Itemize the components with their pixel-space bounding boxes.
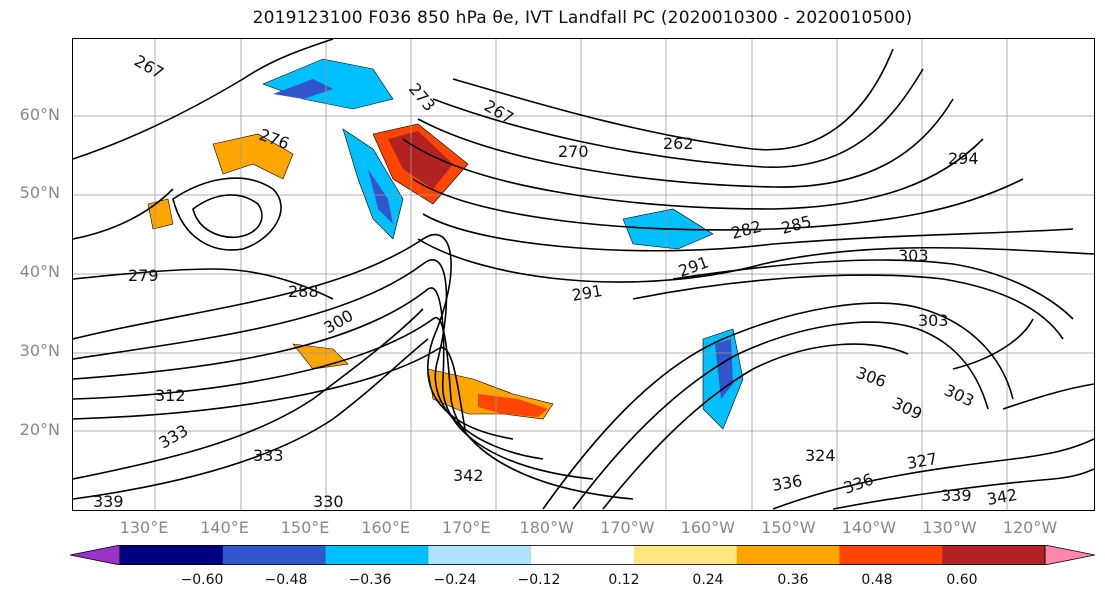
lat-label: 40°N [19,262,60,281]
colorbar-segment [633,545,738,565]
grid-lines [73,39,1094,510]
colorbar-segment [736,545,840,565]
colorbar-tick-label: −0.36 [348,572,392,588]
colorbar-segment [531,545,635,565]
contour-label: 306 [854,363,889,391]
lon-label: 140°W [841,518,897,537]
shading-negative-north2 [273,79,333,99]
contour-label: 342 [985,485,1018,509]
contour-label: 339 [941,486,972,505]
lat-label: 50°N [19,183,60,202]
contour-label: 267 [481,96,517,128]
colorbar-tick-label: 0.60 [946,572,978,588]
colorbar [70,545,1095,565]
contour-label: 267 [131,51,167,83]
colorbar-tick-label: −0.60 [180,572,224,588]
contour-label: 336 [770,471,803,495]
lon-label: 120°W [1002,518,1058,537]
lon-label: 130°E [119,518,169,537]
shading-negative-jet-inner [368,169,393,224]
contour-label: 291 [570,281,603,305]
contour-label: 303 [898,246,929,265]
shading-positive-bc-inner [388,131,453,189]
contour-label: 273 [405,79,439,115]
lon-label: 150°W [761,518,816,537]
shading-positive-kuroshio [292,343,349,370]
colorbar-segment [428,545,532,565]
figure-title: 2019123100 F036 850 hPa θe, IVT Landfall… [252,8,913,28]
lon-label: 150°E [280,518,330,537]
contour-label: 324 [805,446,836,465]
colorbar-tick-label: −0.48 [264,572,308,588]
lon-label: 180°W [519,518,574,537]
shading-positive-west [147,198,174,230]
lon-label: 170°W [600,518,655,537]
lon-label: 160°E [361,518,410,537]
contour-label: 312 [155,386,186,405]
contour-label: 339 [93,492,124,510]
contour-label: 285 [779,212,813,238]
contour-label: 282 [729,217,763,243]
contour-label: 333 [156,421,192,453]
colorbar-border [119,545,1046,565]
shading-positive-sub-inner [478,394,548,417]
colorbar-tick-label: −0.12 [517,572,561,588]
colorbar-tick-label: 0.48 [861,572,893,588]
contour-label-group: 267 273 267 262 270 276 282 285 291 294 … [93,51,1019,510]
shading-negative-north [262,58,394,110]
contour-label: 270 [558,142,589,161]
contour-label: 262 [663,134,694,153]
lat-label: 60°N [19,105,60,124]
lon-label: 170°E [441,518,491,537]
colorbar-segment [120,545,224,565]
contour-label: 303 [918,311,949,330]
shading-positive-japan [212,133,294,180]
colorbar-tick-label: −0.24 [433,572,477,588]
colorbar-segment [942,545,1046,565]
contour-label: 279 [128,266,159,285]
colorbar-segment [839,545,943,565]
map-panel: 267 273 267 262 270 276 282 285 291 294 … [72,38,1095,511]
lon-label: 140°E [200,518,249,537]
colorbar-segment [222,545,327,565]
contour-label: 288 [288,282,319,301]
contour-label: 336 [841,469,876,497]
contour-label: 330 [313,492,344,510]
colorbar-extend-low [70,545,121,565]
contour-label: 309 [889,393,925,423]
colorbar-segment [325,545,429,565]
colorbar-tick-label: 0.12 [608,572,640,588]
contour-label: 342 [453,466,484,485]
lat-label: 30°N [19,341,60,360]
contour-label: 294 [948,149,979,168]
colorbar-extend-high [1044,545,1095,565]
contour-label: 303 [941,380,977,410]
shading-layer [147,58,744,430]
contour-lines [73,39,1094,510]
lat-label: 20°N [19,420,60,439]
contour-label: 333 [253,446,284,465]
lon-label: 130°W [922,518,977,537]
colorbar-tick-label: 0.36 [777,572,809,588]
colorbar-tick-label: 0.24 [692,572,724,588]
map-plot: 267 273 267 262 270 276 282 285 291 294 … [73,39,1094,510]
lon-label: 160°W [680,518,735,537]
